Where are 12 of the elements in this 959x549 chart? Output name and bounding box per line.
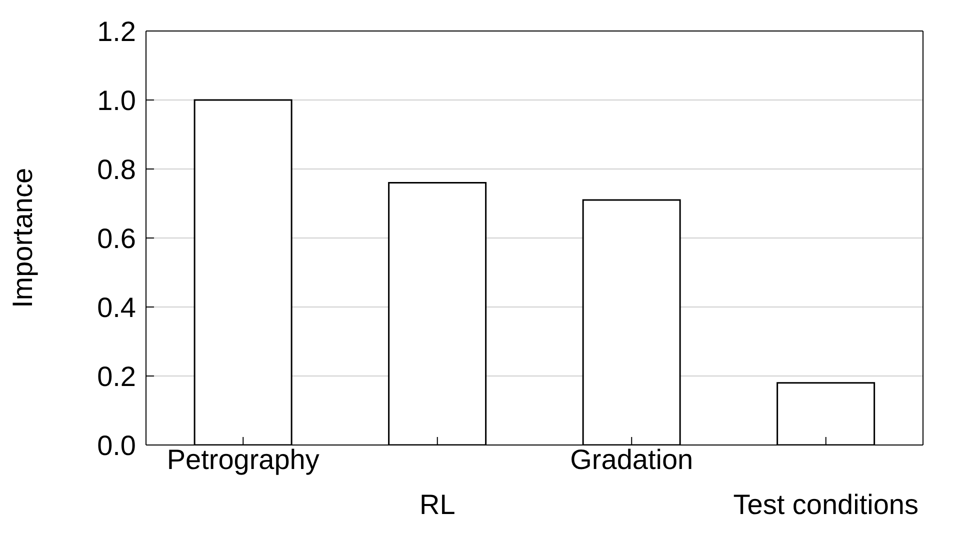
y-tick-label: 0.6 <box>97 222 136 254</box>
y-tick-label: 1.0 <box>97 84 136 116</box>
x-tick-label: Test conditions <box>733 489 918 520</box>
x-tick-label: Petrography <box>166 444 320 475</box>
y-tick-label: 0.0 <box>97 430 136 461</box>
x-tick-label: Gradation <box>570 444 694 475</box>
y-tick-label: 0.4 <box>97 292 136 323</box>
x-tick-label: RL <box>419 489 456 520</box>
y-tick-label: 0.2 <box>97 360 136 392</box>
y-axis-title: Importance <box>6 168 38 308</box>
y-tick-label: 1.2 <box>97 16 136 47</box>
y-tick-label: 0.8 <box>97 154 136 185</box>
